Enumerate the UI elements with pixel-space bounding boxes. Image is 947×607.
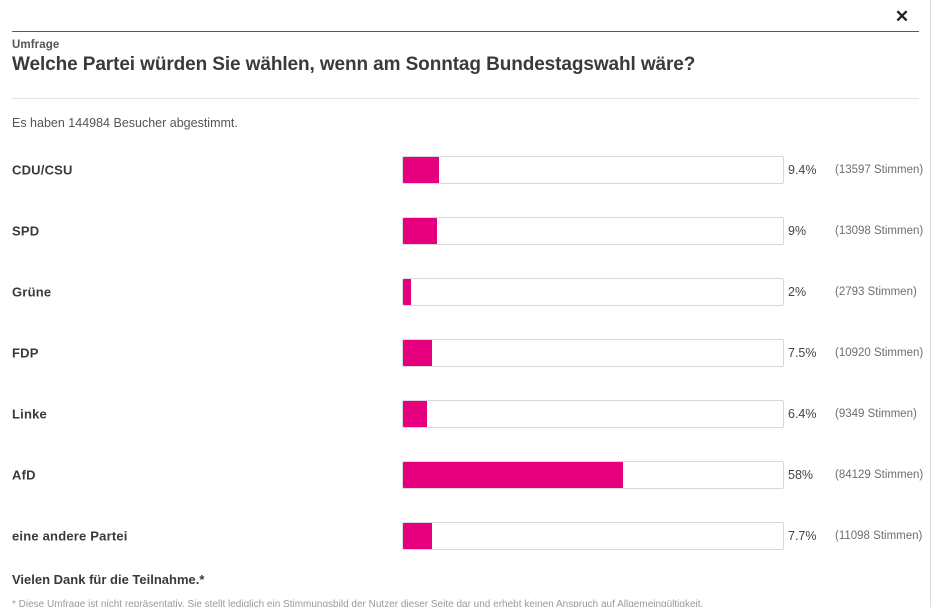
- poll-option-votes: (11098 Stimmen): [835, 529, 923, 542]
- poll-option-percent: 7.7%: [788, 528, 817, 543]
- poll-option-bar-track: [402, 216, 784, 245]
- poll-option-bar-track: [402, 277, 784, 306]
- thanks-text: Vielen Dank für die Teilnahme.*: [12, 572, 205, 587]
- poll-option-percent: 2%: [788, 284, 807, 299]
- footnote-text: * Diese Umfrage ist nicht repräsentativ.…: [12, 599, 704, 607]
- poll-option-row: eine andere Partei 7.7% (11098 Stimmen): [0, 505, 931, 566]
- poll-option-bar-track: [402, 399, 784, 428]
- poll-option-votes: (13597 Stimmen): [835, 163, 924, 176]
- poll-option-label: FDP: [12, 345, 39, 360]
- right-gutter: [932, 0, 947, 607]
- header-divider-bottom: [12, 98, 919, 99]
- poll-option-bar-fill: [403, 522, 433, 549]
- poll-option-votes: (84129 Stimmen): [835, 468, 924, 481]
- total-votes-text: Es haben 144984 Besucher abgestimmt.: [12, 116, 238, 130]
- close-icon[interactable]: ✕: [890, 4, 914, 28]
- poll-option-votes: (13098 Stimmen): [835, 224, 924, 237]
- poll-option-row: SPD 9% (13098 Stimmen): [0, 200, 931, 261]
- poll-option-bar-fill: [403, 400, 428, 427]
- poll-option-bar-track: [402, 155, 784, 184]
- poll-option-percent: 9.4%: [788, 162, 817, 177]
- poll-option-bar-fill: [403, 461, 624, 488]
- poll-option-row: Grüne 2% (2793 Stimmen): [0, 261, 931, 322]
- poll-option-bar-fill: [403, 156, 439, 183]
- poll-option-percent: 58%: [788, 467, 814, 482]
- poll-option-label: SPD: [12, 223, 40, 238]
- page-title: Welche Partei würden Sie wählen, wenn am…: [12, 54, 696, 75]
- poll-option-row: FDP 7.5% (10920 Stimmen): [0, 322, 931, 383]
- poll-option-percent: 7.5%: [788, 345, 817, 360]
- poll-option-row: Linke 6.4% (9349 Stimmen): [0, 383, 931, 444]
- poll-option-row: AfD 58% (84129 Stimmen): [0, 444, 931, 505]
- poll-option-bar-fill: [403, 278, 411, 305]
- poll-results-list: CDU/CSU 9.4% (13597 Stimmen) SPD 9% (13098 St…: [0, 139, 931, 566]
- poll-option-bar-track: [402, 338, 784, 367]
- poll-option-bar-track: [402, 460, 784, 489]
- poll-option-label: eine andere Partei: [12, 528, 128, 543]
- header-divider-top: [12, 31, 919, 32]
- poll-option-percent: 9%: [788, 223, 807, 238]
- poll-option-percent: 6.4%: [788, 406, 817, 421]
- poll-option-bar-fill: [403, 339, 432, 366]
- poll-option-label: Linke: [12, 406, 47, 421]
- poll-option-votes: (2793 Stimmen): [835, 285, 917, 298]
- poll-option-bar-fill: [403, 217, 438, 244]
- poll-option-bar-track: [402, 521, 784, 550]
- poll-option-label: AfD: [12, 467, 36, 482]
- poll-option-votes: (9349 Stimmen): [835, 407, 917, 420]
- poll-option-row: CDU/CSU 9.4% (13597 Stimmen): [0, 139, 931, 200]
- poll-option-votes: (10920 Stimmen): [835, 346, 924, 359]
- poll-option-label: CDU/CSU: [12, 162, 73, 177]
- poll-eyebrow-label: Umfrage: [12, 39, 60, 51]
- poll-option-label: Grüne: [12, 284, 52, 299]
